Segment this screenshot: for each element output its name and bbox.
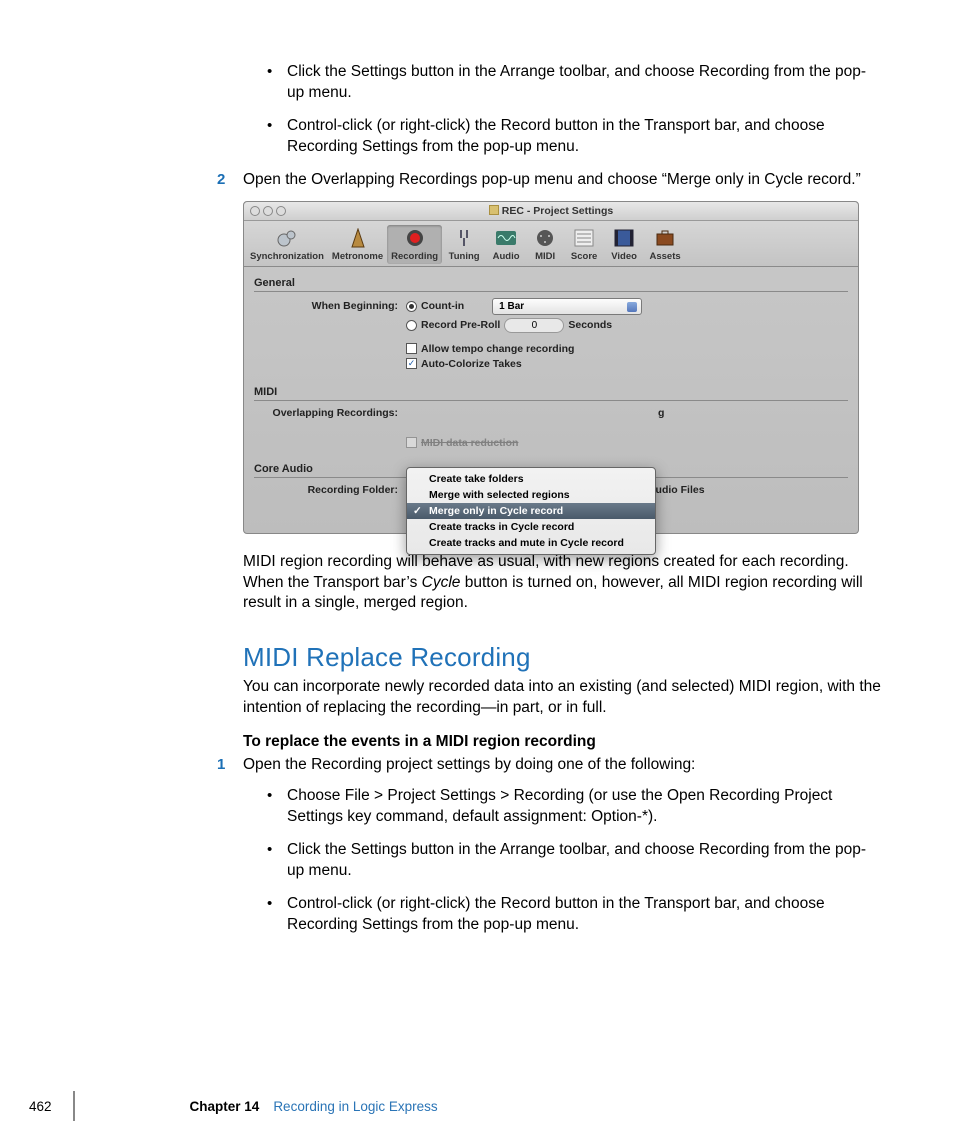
settings-window: REC - Project Settings Synchronization M… — [243, 201, 859, 534]
midi-icon — [533, 227, 557, 249]
doc-icon — [489, 205, 499, 215]
count-in-radio[interactable] — [406, 301, 417, 312]
tab-synchronization[interactable]: Synchronization — [246, 225, 328, 264]
h2-para: You can incorporate newly recorded data … — [243, 677, 883, 719]
list-item: Choose File > Project Settings > Recordi… — [243, 786, 883, 828]
preroll-spinner[interactable]: 0 — [504, 318, 564, 333]
step-number: 1 — [217, 755, 225, 775]
section-midi: MIDI — [254, 380, 848, 401]
count-in-text: Count-in — [421, 300, 464, 312]
colorize-label: Auto-Colorize Takes — [421, 358, 522, 370]
step-text: Open the Recording project settings by d… — [243, 756, 695, 773]
tab-audio[interactable]: Audio — [486, 225, 526, 264]
section-general: General — [254, 271, 848, 292]
dd-merge-selected[interactable]: Merge with selected regions — [407, 487, 655, 503]
tab-recording[interactable]: Recording — [387, 225, 442, 264]
post-screenshot-para: MIDI region recording will behave as usu… — [243, 552, 883, 615]
record-icon — [403, 227, 427, 249]
page-number: 462 — [29, 1099, 52, 1114]
preroll-text: Record Pre-Roll — [421, 319, 500, 331]
list-item: Control-click (or right-click) the Recor… — [243, 116, 883, 158]
list-item: Control-click (or right-click) the Recor… — [243, 894, 883, 936]
midi-reduction-label: MIDI data reduction — [421, 437, 518, 449]
tab-metronome[interactable]: Metronome — [328, 225, 387, 264]
video-icon — [612, 227, 636, 249]
tuning-fork-icon — [452, 227, 476, 249]
step-2: 2 Open the Overlapping Recordings pop-up… — [243, 170, 883, 191]
metronome-icon — [346, 227, 370, 249]
toolbar: Synchronization Metronome Recording Tuni… — [244, 221, 858, 267]
panel-body: General When Beginning: Count-in 1 Bar R… — [244, 267, 858, 533]
page-footer: 462 Chapter 14 Recording in Logic Expres… — [73, 1091, 438, 1121]
tempo-checkbox[interactable] — [406, 343, 417, 354]
dd-create-tracks-cycle[interactable]: Create tracks in Cycle record — [407, 519, 655, 535]
colorize-checkbox[interactable]: ✓ — [406, 358, 417, 369]
tempo-label: Allow tempo change recording — [421, 343, 574, 355]
titlebar: REC - Project Settings — [244, 202, 858, 221]
procedure-intro: To replace the events in a MIDI region r… — [243, 733, 883, 751]
overlap-dropdown[interactable]: Create take folders Merge with selected … — [406, 467, 656, 555]
midi-reduction-checkbox[interactable] — [406, 437, 417, 448]
window-title: REC - Project Settings — [244, 205, 858, 217]
step-1b: 1 Open the Recording project settings by… — [243, 755, 883, 776]
gears-icon — [275, 227, 299, 249]
tab-tuning[interactable]: Tuning — [442, 225, 486, 264]
dd-create-mute-cycle[interactable]: Create tracks and mute in Cycle record — [407, 535, 655, 551]
tab-midi[interactable]: MIDI — [526, 225, 564, 264]
briefcase-icon — [653, 227, 677, 249]
dd-merge-cycle[interactable]: Merge only in Cycle record — [407, 503, 655, 519]
bottom-bullets: Choose File > Project Settings > Recordi… — [243, 786, 883, 936]
list-item: Click the Settings button in the Arrange… — [243, 840, 883, 882]
count-in-popup[interactable]: 1 Bar — [492, 298, 642, 315]
tab-assets[interactable]: Assets — [644, 225, 686, 264]
tab-score[interactable]: Score — [564, 225, 604, 264]
seconds-label: Seconds — [568, 319, 612, 331]
folder-label: Recording Folder: — [254, 484, 406, 496]
chapter-title: Recording in Logic Express — [273, 1099, 437, 1114]
top-bullets: Click the Settings button in the Arrange… — [243, 62, 883, 158]
peek-g: g — [658, 407, 664, 419]
preroll-radio[interactable] — [406, 320, 417, 331]
step-number: 2 — [217, 170, 225, 190]
tab-video[interactable]: Video — [604, 225, 644, 264]
when-beginning-label: When Beginning: — [254, 300, 406, 312]
step-text: Open the Overlapping Recordings pop-up m… — [243, 171, 861, 188]
heading-midi-replace: MIDI Replace Recording — [243, 642, 883, 673]
overlap-label: Overlapping Recordings: — [254, 407, 406, 419]
chapter-label: Chapter 14 — [190, 1099, 260, 1114]
list-item: Click the Settings button in the Arrange… — [243, 62, 883, 104]
dd-create-take-folders[interactable]: Create take folders — [407, 471, 655, 487]
score-icon — [572, 227, 596, 249]
page-content: Click the Settings button in the Arrange… — [243, 62, 883, 948]
audio-icon — [494, 227, 518, 249]
